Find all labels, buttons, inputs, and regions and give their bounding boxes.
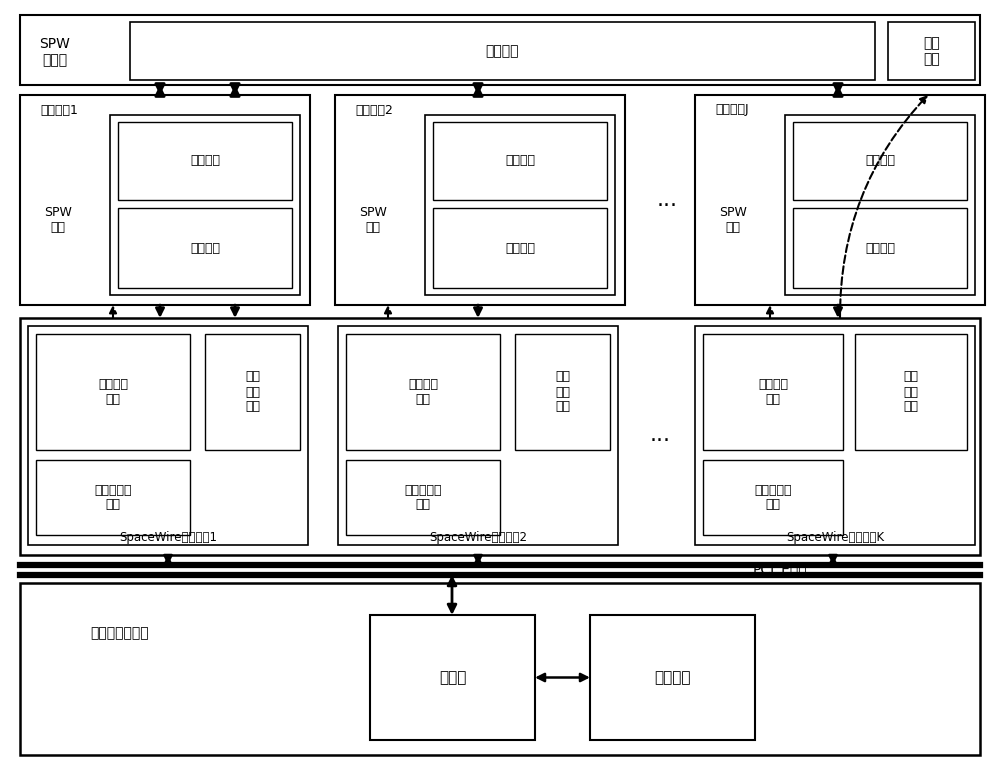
Bar bbox=[888, 22, 975, 80]
Bar bbox=[335, 95, 625, 305]
Bar bbox=[130, 22, 875, 80]
Bar bbox=[695, 95, 985, 305]
Text: ...: ... bbox=[656, 190, 678, 210]
Bar bbox=[425, 115, 615, 295]
Text: PCI_E总线: PCI_E总线 bbox=[753, 563, 807, 577]
Text: 用户界面: 用户界面 bbox=[654, 670, 691, 685]
Bar bbox=[20, 15, 980, 85]
Text: 链路监测: 链路监测 bbox=[190, 241, 220, 255]
Bar bbox=[703, 334, 843, 450]
Bar bbox=[118, 208, 292, 288]
Bar bbox=[855, 334, 967, 450]
Text: 星载设备1: 星载设备1 bbox=[40, 104, 78, 116]
Text: 数据缓存与
处理: 数据缓存与 处理 bbox=[94, 484, 132, 511]
Text: 链路
配置
接口: 链路 配置 接口 bbox=[555, 371, 570, 414]
Text: 监测采集
接口: 监测采集 接口 bbox=[98, 378, 128, 406]
Text: 上位机: 上位机 bbox=[439, 670, 466, 685]
Bar bbox=[110, 115, 300, 295]
Bar bbox=[703, 460, 843, 535]
Bar bbox=[590, 615, 755, 740]
Bar bbox=[793, 122, 967, 200]
Text: 数据缓存与
处理: 数据缓存与 处理 bbox=[404, 484, 442, 511]
Bar bbox=[338, 326, 618, 545]
Text: SpaceWire监测处理K: SpaceWire监测处理K bbox=[786, 531, 884, 544]
Bar bbox=[785, 115, 975, 295]
Bar bbox=[793, 208, 967, 288]
Text: 通信接口: 通信接口 bbox=[486, 44, 519, 58]
Text: 旁路监测分析仪: 旁路监测分析仪 bbox=[91, 626, 149, 640]
Bar bbox=[346, 460, 500, 535]
Text: ...: ... bbox=[650, 425, 670, 445]
Bar bbox=[118, 122, 292, 200]
Bar bbox=[515, 334, 610, 450]
Text: 链路监测: 链路监测 bbox=[865, 241, 895, 255]
Text: SPW
路由器: SPW 路由器 bbox=[40, 37, 70, 67]
Text: 数据缓存与
处理: 数据缓存与 处理 bbox=[754, 484, 792, 511]
Text: 通信接口: 通信接口 bbox=[505, 155, 535, 168]
Bar bbox=[28, 326, 308, 545]
Text: 通信接口: 通信接口 bbox=[865, 155, 895, 168]
Bar bbox=[346, 334, 500, 450]
Text: 通信接口: 通信接口 bbox=[190, 155, 220, 168]
Bar bbox=[20, 583, 980, 755]
Text: SPW
节点: SPW 节点 bbox=[359, 206, 387, 234]
Bar bbox=[36, 334, 190, 450]
Bar bbox=[433, 122, 607, 200]
Text: 链路监测: 链路监测 bbox=[505, 241, 535, 255]
Text: SPW
节点: SPW 节点 bbox=[44, 206, 72, 234]
Text: 链路
监测: 链路 监测 bbox=[923, 36, 940, 66]
Bar bbox=[205, 334, 300, 450]
Text: 链路
配置
接口: 链路 配置 接口 bbox=[904, 371, 918, 414]
Text: 监测采集
接口: 监测采集 接口 bbox=[408, 378, 438, 406]
Bar bbox=[695, 326, 975, 545]
Bar bbox=[370, 615, 535, 740]
Bar bbox=[433, 208, 607, 288]
Text: 星载设备2: 星载设备2 bbox=[355, 104, 393, 116]
Text: SPW
节点: SPW 节点 bbox=[719, 206, 747, 234]
Text: 星载设备J: 星载设备J bbox=[715, 104, 749, 116]
Text: 监测采集
接口: 监测采集 接口 bbox=[758, 378, 788, 406]
Bar bbox=[36, 460, 190, 535]
Text: 链路
配置
接口: 链路 配置 接口 bbox=[245, 371, 260, 414]
Bar bbox=[20, 318, 980, 555]
Bar bbox=[20, 95, 310, 305]
Text: SpaceWire监测处理2: SpaceWire监测处理2 bbox=[429, 531, 527, 544]
Text: SpaceWire监测处理1: SpaceWire监测处理1 bbox=[119, 531, 217, 544]
